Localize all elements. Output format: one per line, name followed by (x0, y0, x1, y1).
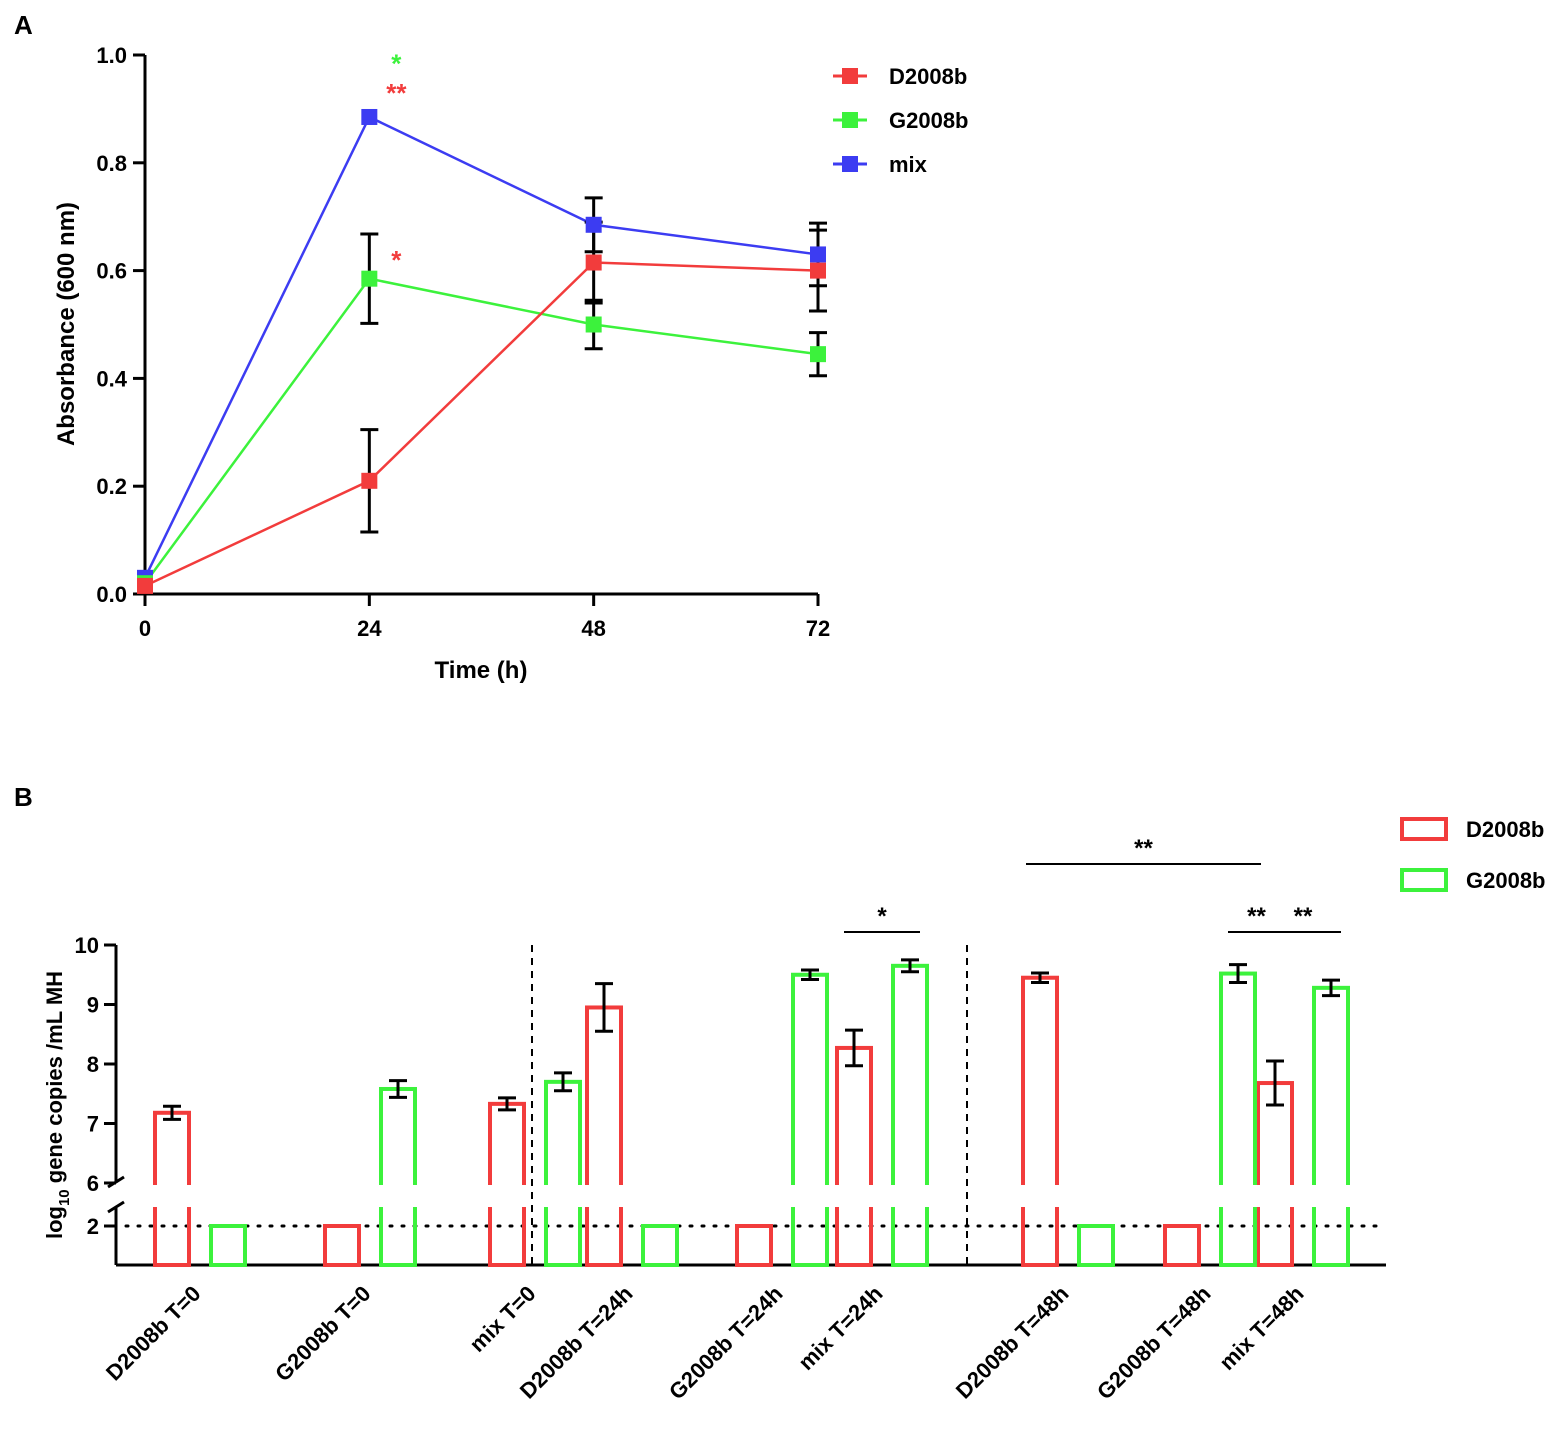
chart-a-legend-marker-D2008b (842, 68, 858, 84)
chart-b-bar-G2008b (891, 963, 929, 1267)
chart-b-significance-label: ** (1247, 903, 1266, 930)
chart-a-x-tick-label: 72 (806, 616, 830, 641)
chart-a-legend-label-G2008b: G2008b (889, 108, 969, 133)
chart-b-bar-G2008b (1219, 971, 1257, 1267)
chart-b-legend-label-D2008b: D2008b (1466, 817, 1544, 842)
chart-b-bar-break-gap (1255, 1185, 1295, 1207)
chart-a-series-line-mix (143, 115, 819, 579)
chart-a-point-D2008b (810, 262, 826, 279)
chart-b-bar-break-gap (1020, 1185, 1060, 1207)
chart-b-bar-G2008b (379, 1086, 417, 1267)
chart-a-series-line-D2008b (144, 261, 819, 588)
chart-a-significance-marker: ** (386, 78, 407, 108)
chart-a-y-tick-label: 0.0 (96, 582, 127, 607)
chart-b-bar-break-gap (1311, 1185, 1351, 1207)
chart-b-bar-break-gap (543, 1185, 583, 1207)
chart-b-bar-D2008b (835, 1045, 873, 1268)
chart-b-significance-label: ** (1294, 903, 1313, 930)
chart-b-bar-D2008b (488, 1101, 526, 1267)
chart-b-ylabel-log: log (42, 1206, 67, 1239)
chart-b-ylabel: log10 gene copies /mL MH (42, 971, 73, 1239)
chart-a-legend-marker-G2008b (842, 112, 858, 128)
chart-a-point-D2008b (137, 577, 153, 594)
chart-a-ylabel: Absorbance (600 nm) (53, 202, 80, 446)
chart-b-bar-D2008b (585, 1005, 623, 1267)
chart-b-y-tick-label: 2 (87, 1214, 99, 1239)
chart-b-bar-break-gap (487, 1185, 527, 1207)
chart-b-y-tick-label: 6 (87, 1171, 99, 1196)
chart-b-bar-G2008b (1077, 1224, 1115, 1267)
chart-b-category-label: D2008b T=48h (951, 1281, 1074, 1404)
chart-a-y-tick-label: 0.8 (96, 151, 127, 176)
chart-b-y-tick-label: 8 (87, 1052, 99, 1077)
chart-b-category-label: mix T=24h (793, 1281, 887, 1375)
chart-a-legend-marker-mix (842, 156, 858, 172)
chart-b-bar-break-gap (584, 1185, 624, 1207)
chart-a-point-G2008b (810, 346, 826, 363)
chart-a-x-tick-label: 0 (139, 616, 151, 641)
chart-b-category-label: D2008b T=0 (101, 1281, 206, 1386)
chart-b-category-label: G2008b T=48h (1092, 1281, 1216, 1405)
chart-a-point-D2008b (585, 254, 602, 271)
chart-b-bar-break-gap (1218, 1185, 1258, 1207)
chart-a-x-tick-label: 48 (581, 616, 605, 641)
chart-b-y-tick-label: 9 (87, 993, 99, 1018)
chart-b-significance-label: ** (1134, 835, 1153, 862)
chart-b-legend-label-G2008b: G2008b (1466, 868, 1546, 893)
chart-a-y-tick-label: 1.0 (96, 43, 127, 68)
chart-a-point-mix (361, 108, 378, 125)
chart-a-point-G2008b (585, 316, 602, 333)
panel-label-b: B (14, 782, 33, 812)
chart-b-bar-G2008b (209, 1224, 247, 1267)
chart-a-point-G2008b (361, 270, 378, 287)
chart-b-bar-G2008b (791, 972, 829, 1267)
chart-b-category-label: G2008b T=0 (270, 1281, 375, 1386)
line-chart-absorbance: Time (h) Absorbance (600 nm) 0.0 0.2 0.4 0.… (53, 43, 969, 684)
chart-b-bar-G2008b (641, 1224, 679, 1267)
chart-a-y-tick-label: 0.4 (96, 366, 127, 391)
chart-b-category-label: mix T=0 (464, 1281, 540, 1357)
chart-b-axis-break-mark (107, 1200, 125, 1214)
chart-b-bar-break-gap (890, 1185, 930, 1207)
chart-b-bar-G2008b (544, 1079, 582, 1267)
chart-b-bar-break-gap (378, 1185, 418, 1207)
chart-a-point-mix (810, 246, 826, 263)
chart-b-category-label: G2008b T=24h (664, 1281, 788, 1405)
chart-a-point-D2008b (361, 472, 378, 489)
chart-b-ylabel-rest: gene copies /mL MH (42, 971, 67, 1189)
chart-b-bar-D2008b (735, 1224, 773, 1267)
chart-b-category-label: mix T=48h (1214, 1281, 1308, 1375)
chart-b-bar-D2008b (1163, 1224, 1201, 1267)
chart-a-xlabel: Time (h) (435, 657, 528, 684)
chart-b-bar-break-gap (790, 1185, 830, 1207)
chart-b-y-tick-label: 7 (87, 1112, 99, 1137)
chart-a-significance-marker: * (391, 48, 402, 78)
chart-b-legend-swatch-D2008b (1400, 817, 1448, 841)
chart-b-y-tick-label: 10 (75, 933, 99, 958)
chart-b-legend-swatch-G2008b (1400, 868, 1448, 892)
panel-label-a: A (14, 10, 33, 40)
chart-a-legend-label-mix: mix (889, 152, 928, 177)
chart-b-bar-D2008b (1021, 975, 1059, 1267)
chart-a-point-mix (585, 216, 602, 233)
chart-a-y-tick-label: 0.2 (96, 474, 127, 499)
chart-b-significance-label: * (877, 903, 887, 930)
chart-a-series-line-G2008b (143, 277, 819, 584)
chart-b-bar-break-gap (152, 1185, 192, 1207)
chart-a-legend-label-D2008b: D2008b (889, 64, 967, 89)
chart-a-x-tick-label: 24 (357, 616, 382, 641)
chart-b-bar-break-gap (834, 1185, 874, 1207)
chart-b-ylabel-sub: 10 (56, 1189, 73, 1206)
chart-b-bar-D2008b (323, 1224, 361, 1267)
chart-a-significance-marker: * (391, 245, 402, 275)
chart-b-bar-G2008b (1312, 985, 1350, 1268)
chart-b-bar-D2008b (1256, 1081, 1294, 1268)
chart-a-y-tick-label: 0.6 (96, 259, 127, 284)
